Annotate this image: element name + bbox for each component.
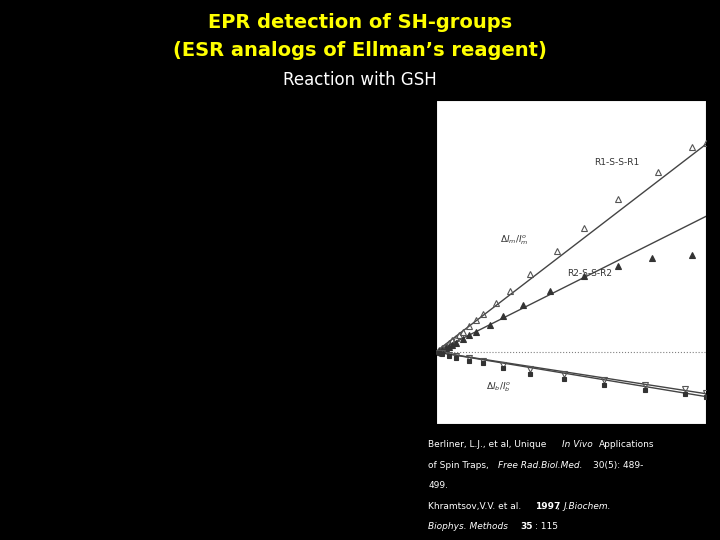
Text: Biophys. Methods: Biophys. Methods (428, 522, 511, 531)
Text: EPR detection of SH-groups: EPR detection of SH-groups (208, 14, 512, 32)
Text: Free Rad.Biol.Med.: Free Rad.Biol.Med. (498, 461, 582, 470)
Text: In Vivo: In Vivo (562, 440, 593, 449)
Text: GSH, 1 mM: GSH, 1 mM (112, 370, 146, 375)
Text: $I_b$: $I_b$ (33, 215, 40, 225)
Text: O•: O• (247, 173, 254, 178)
Text: a: a (21, 103, 29, 116)
Text: ,: , (557, 502, 562, 511)
Text: $\Delta I_m/I_m^o$: $\Delta I_m/I_m^o$ (500, 233, 528, 247)
Text: $I_b$: $I_b$ (33, 401, 40, 410)
Text: $3.2\times10^3$: $3.2\times10^3$ (220, 214, 247, 223)
Text: GSS: GSS (241, 133, 252, 138)
Text: 1997: 1997 (535, 502, 560, 511)
Text: O: O (57, 332, 61, 336)
Text: $I_m$: $I_m$ (13, 193, 22, 206)
Text: R1-S-S-R1: R1-S-S-R1 (594, 158, 639, 167)
Text: O•: O• (175, 173, 182, 178)
Text: $I_m$: $I_m$ (13, 375, 22, 387)
Text: GSH, 1 mM: GSH, 1 mM (112, 203, 146, 208)
Text: O: O (176, 332, 181, 336)
Text: •O: •O (235, 173, 243, 178)
Text: gain $5\times10^4$: gain $5\times10^4$ (96, 214, 132, 224)
Text: GSH: GSH (116, 186, 130, 191)
Text: (ESR analogs of Ellman’s reagent): (ESR analogs of Ellman’s reagent) (173, 40, 547, 59)
Text: O•: O• (55, 173, 63, 178)
Text: 30(5): 489-: 30(5): 489- (593, 461, 643, 470)
Text: SH: SH (191, 143, 198, 147)
Y-axis label: ESR spectral intensity changes: ESR spectral intensity changes (399, 186, 409, 338)
Text: S-S: S-S (46, 133, 55, 138)
Text: gain $5\times10^4$: gain $5\times10^4$ (96, 380, 132, 390)
Text: CH-S  SH-C: CH-S SH-C (32, 290, 61, 295)
Text: of Spin Traps,: of Spin Traps, (428, 461, 492, 470)
Text: $10^{-4}$: $10^{-4}$ (251, 414, 265, 423)
Text: 35: 35 (521, 522, 533, 531)
Text: •O: •O (163, 173, 171, 178)
Text: Khramtsov,V.V. et al.: Khramtsov,V.V. et al. (428, 502, 525, 511)
Text: $\Delta I_b/I_b^o$: $\Delta I_b/I_b^o$ (486, 380, 511, 394)
Text: : 115: : 115 (535, 522, 558, 531)
Text: b: b (21, 283, 29, 296)
Text: 499.: 499. (428, 481, 449, 490)
X-axis label: [GSH]/[ RS-SR ]: [GSH]/[ RS-SR ] (531, 449, 611, 459)
Text: SH: SH (175, 133, 182, 138)
Text: •O: •O (43, 173, 50, 178)
Text: CH-S SH-C: CH-S SH-C (46, 298, 71, 302)
Text: GSSH-C: GSSH-C (249, 298, 268, 302)
Text: O: O (256, 332, 261, 336)
Text: CH-SH: CH-SH (171, 298, 186, 302)
Text: R2-S-S-R2: R2-S-S-R2 (567, 269, 612, 278)
Text: 10 G: 10 G (55, 233, 71, 239)
Text: GSSH-C: GSSH-C (240, 290, 261, 295)
Text: GSH: GSH (122, 313, 135, 318)
Text: CH-SH: CH-SH (162, 290, 179, 295)
Text: J.Biochem.: J.Biochem. (564, 502, 611, 511)
Text: Berliner, L.J., et al, Unique: Berliner, L.J., et al, Unique (428, 440, 549, 449)
Text: Reaction with GSH: Reaction with GSH (283, 71, 437, 89)
Text: Applications: Applications (599, 440, 654, 449)
